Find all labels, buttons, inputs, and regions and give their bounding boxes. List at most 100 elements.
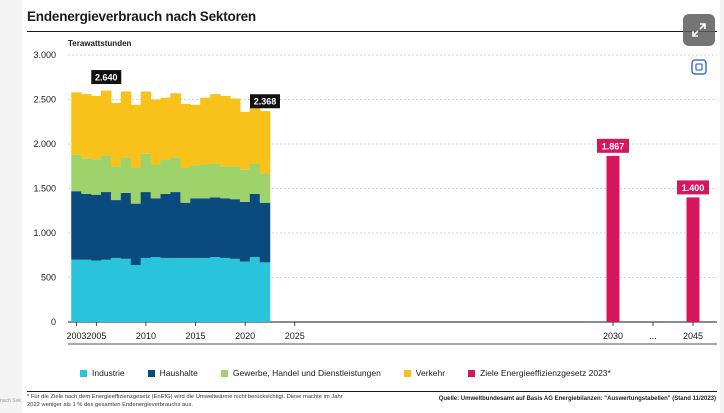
truncated-side-text: nach Sek: [0, 398, 21, 404]
bar-segment-industrie: [150, 257, 162, 322]
y-tick-label: 1.500: [33, 184, 56, 194]
bar-segment-industrie: [180, 257, 191, 322]
legend-label: Industrie: [92, 368, 125, 378]
y-tick-label: 3.000: [33, 50, 56, 60]
copy-icon: [691, 59, 707, 75]
bar-segment-haushalte: [130, 203, 142, 266]
bar-segment-haushalte: [101, 192, 112, 260]
target-bar: [686, 197, 700, 322]
bar-segment-haushalte: [200, 198, 211, 258]
bar-segment-gewerbe-handel-und-dienstleistungen: [160, 160, 172, 194]
bar-segment-haushalte: [220, 198, 231, 258]
legend-swatch: [403, 369, 411, 377]
legend-swatch: [80, 369, 87, 377]
bar-segment-verkehr: [91, 95, 102, 160]
bar-segment-gewerbe-handel-und-dienstleistungen: [120, 157, 132, 193]
total-label-box: [249, 94, 280, 109]
bar-segment-haushalte: [170, 192, 181, 258]
y-tick-label: 500: [41, 273, 56, 283]
bar-segment-gewerbe-handel-und-dienstleistungen: [249, 163, 261, 194]
footnote: * Für die Ziele nach dem Energieeffizien…: [27, 394, 343, 408]
bar-segment-gewerbe-handel-und-dienstleistungen: [101, 155, 112, 193]
y-tick-label: 2.500: [33, 95, 56, 105]
bar-segment-verkehr: [81, 94, 92, 159]
target-label-box: [597, 138, 629, 153]
copy-button[interactable]: [687, 55, 711, 79]
bar-segment-haushalte: [120, 192, 132, 259]
bar-segment-verkehr: [190, 104, 201, 166]
bar-segment-gewerbe-handel-und-dienstleistungen: [110, 166, 122, 201]
bar-segment-haushalte: [160, 193, 172, 258]
bar-segment-gewerbe-handel-und-dienstleistungen: [210, 163, 221, 198]
x-tick-label: 2025: [285, 331, 305, 341]
target-label-box: [677, 180, 709, 195]
expand-icon: [692, 23, 706, 37]
bar-segment-industrie: [101, 259, 112, 322]
chart-title: Endenergieverbrauch nach Sektoren: [27, 9, 256, 24]
bar-segment-verkehr: [140, 91, 152, 154]
legend-swatch: [468, 369, 476, 377]
bar-segment-verkehr: [249, 105, 261, 164]
bar-segment-haushalte: [140, 192, 152, 258]
chart-legend: Industrie Haushalte Gewerbe, Handel und …: [80, 366, 634, 380]
bar-segment-industrie: [170, 257, 181, 322]
bar-segment-verkehr: [210, 94, 221, 164]
x-tick-label: 2005: [86, 331, 106, 341]
bar-segment-haushalte: [81, 193, 92, 260]
target-bar: [606, 155, 620, 322]
bottom-divider: [27, 391, 717, 392]
source-note: Quelle: Umweltbundesamt auf Basis AG Ene…: [438, 396, 716, 402]
legend-item-ghd: Gewerbe, Handel und Dienstleistungen: [220, 368, 381, 378]
total-label-box: [91, 70, 122, 85]
bar-segment-verkehr: [160, 97, 172, 161]
total-label: 2.640: [95, 73, 118, 83]
bar-segment-industrie: [229, 258, 241, 322]
x-tick-label: 2010: [136, 331, 156, 341]
bar-segment-industrie: [110, 257, 122, 322]
bar-segment-industrie: [220, 257, 231, 322]
bar-segment-industrie: [210, 257, 221, 322]
bar-segment-industrie: [120, 258, 132, 322]
bar-segment-industrie: [160, 257, 172, 322]
bar-segment-haushalte: [259, 202, 271, 263]
bar-segment-verkehr: [130, 104, 142, 169]
bar-segment-gewerbe-handel-und-dienstleistungen: [200, 164, 211, 199]
bar-segment-haushalte: [210, 197, 221, 258]
bar-segment-industrie: [71, 259, 82, 322]
bar-segment-verkehr: [101, 90, 112, 156]
bar-segment-haushalte: [190, 198, 201, 258]
bar-segment-gewerbe-handel-und-dienstleistungen: [229, 166, 241, 200]
bar-segment-gewerbe-handel-und-dienstleistungen: [81, 158, 92, 194]
bar-segment-gewerbe-handel-und-dienstleistungen: [190, 165, 201, 199]
legend-item-industrie: Industrie: [80, 368, 125, 378]
bar-segment-gewerbe-handel-und-dienstleistungen: [220, 166, 231, 199]
bar-segment-industrie: [259, 262, 271, 322]
bar-segment-industrie: [140, 257, 152, 322]
bar-segment-industrie: [249, 257, 261, 322]
x-tick-label: ...: [649, 331, 657, 341]
bar-segment-verkehr: [120, 91, 132, 158]
bar-segment-gewerbe-handel-und-dienstleistungen: [150, 164, 162, 199]
bar-segment-verkehr: [220, 95, 231, 167]
bar-segment-industrie: [91, 260, 102, 322]
bar-segment-industrie: [81, 259, 92, 322]
y-tick-label: 1.000: [33, 228, 56, 238]
expand-button[interactable]: [683, 14, 715, 46]
bar-segment-gewerbe-handel-und-dienstleistungen: [130, 168, 142, 204]
bar-segment-haushalte: [91, 194, 102, 261]
bar-segment-verkehr: [239, 111, 251, 170]
bar-segment-haushalte: [71, 191, 82, 260]
bar-segment-verkehr: [150, 99, 162, 165]
x-tick-label: 2015: [186, 331, 206, 341]
legend-item-ziele: Ziele Energieeffizienzgesetz 2023*: [468, 368, 611, 378]
bar-segment-haushalte: [239, 201, 251, 262]
bar-segment-gewerbe-handel-und-dienstleistungen: [259, 173, 271, 203]
bar-segment-verkehr: [110, 103, 122, 167]
bar-segment-haushalte: [110, 200, 122, 258]
target-label: 1.867: [602, 141, 625, 151]
legend-item-verkehr: Verkehr: [403, 368, 445, 378]
bar-segment-verkehr: [71, 92, 82, 155]
x-tick-label: 2045: [683, 331, 703, 341]
bar-segment-gewerbe-handel-und-dienstleistungen: [239, 169, 251, 202]
